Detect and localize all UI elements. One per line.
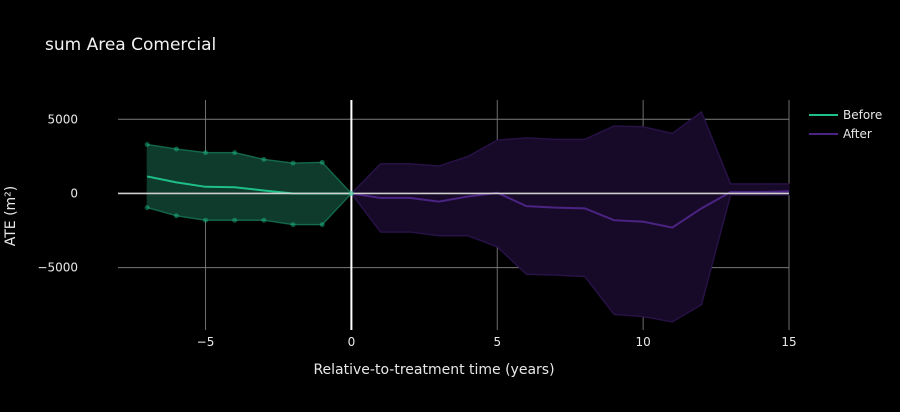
series-lines	[118, 100, 790, 330]
lower-bound-point	[261, 217, 267, 223]
confidence-band-before	[146, 143, 353, 226]
upper-bound-line-after	[350, 110, 789, 195]
legend-item-before[interactable]: Before	[809, 108, 882, 122]
legend-label: After	[843, 127, 872, 141]
tick-labels: −5 0 5 10 15 −5000 0 5000	[37, 112, 796, 349]
x-tick-label: 0	[348, 335, 356, 349]
upper-bound-point	[173, 146, 179, 152]
y-tick-label: 5000	[47, 112, 78, 126]
lower-bound-point	[290, 222, 296, 228]
series-line-after	[351, 190, 790, 229]
lower-bound-line-before	[146, 192, 352, 226]
upper-bound-point	[203, 150, 209, 156]
x-tick-label: −5	[197, 335, 215, 349]
upper-bound-point	[232, 150, 238, 156]
upper-bound-point	[319, 159, 325, 165]
x-tick-label: 10	[635, 335, 650, 349]
lower-bound-point	[144, 205, 150, 211]
series-markers	[144, 142, 354, 228]
upper-bound-line-before	[147, 143, 352, 194]
x-axis-title: Relative-to-treatment time (years)	[313, 362, 554, 378]
x-tick-label: 5	[493, 335, 501, 349]
lower-bound-point	[203, 217, 209, 223]
chart-title: sum Area Comercial	[45, 35, 216, 55]
treatment-point	[348, 190, 354, 196]
legend-item-after[interactable]: After	[809, 127, 872, 141]
upper-bound-point	[144, 142, 150, 148]
x-tick-label: 15	[781, 335, 796, 349]
legend[interactable]: Before After	[809, 108, 882, 141]
legend-label: Before	[843, 108, 882, 122]
lower-bound-point	[232, 217, 238, 223]
lower-bound-point	[319, 222, 325, 228]
confidence-bands	[146, 111, 790, 323]
lower-bound-point	[173, 213, 179, 219]
y-axis-title: ATE (m²)	[3, 186, 19, 247]
confidence-band-after	[350, 111, 790, 323]
y-tick-label: 0	[70, 186, 78, 200]
lower-bound-line-after	[350, 193, 789, 323]
y-tick-label: −5000	[37, 261, 78, 275]
upper-bound-point	[261, 156, 267, 162]
upper-bound-point	[290, 160, 296, 166]
